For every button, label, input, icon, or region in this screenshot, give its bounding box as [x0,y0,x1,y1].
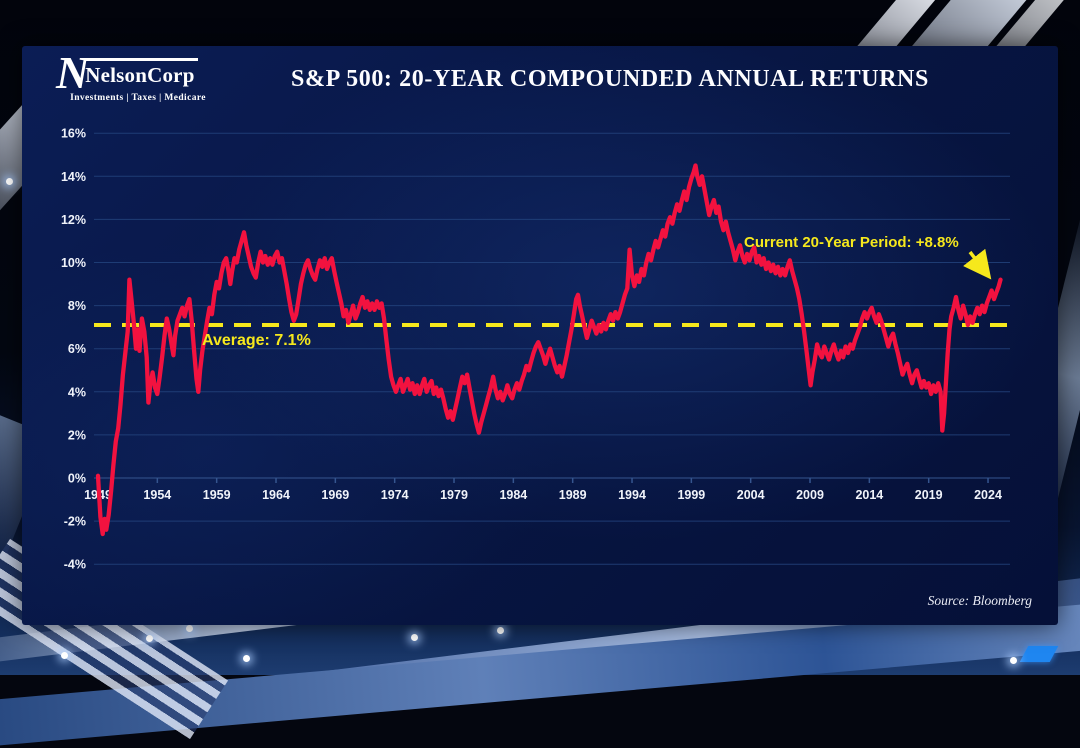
y-axis-label: 12% [61,213,86,227]
background-light-dot [411,634,418,641]
x-axis-label: 2009 [796,488,824,502]
x-axis-label: 1969 [321,488,349,502]
x-axis-label: 2004 [737,488,765,502]
y-axis-label: -4% [64,558,86,572]
y-axis-label: 0% [68,472,86,486]
current-period-annotation: Current 20-Year Period: +8.8% [744,234,959,251]
background-light-dot [146,635,153,642]
x-axis-label: 2024 [974,488,1002,502]
background-light-dot [61,652,68,659]
logo-n-icon: N [56,47,89,98]
y-axis-label: 6% [68,342,86,356]
chart-plot: 16%14%12%10%8%6%4%2%0%-2%-4%1949 1954 1959… [61,127,1010,572]
chart-panel: N NelsonCorp Investments | Taxes | Medic… [22,46,1058,625]
logo-name: NelsonCorp [84,58,198,88]
background-light-dot [6,178,13,185]
y-axis-label: 14% [61,170,86,184]
x-axis-label: 1984 [499,488,527,502]
y-axis-label: 2% [68,428,86,442]
annotation-arrow-icon [963,248,992,280]
series-line [95,163,1003,537]
background-light-dot [186,625,193,632]
source-caption: Source: Bloomberg [927,593,1032,608]
x-axis-label: 2014 [855,488,883,502]
background-light-dot [1010,657,1017,664]
y-axis-label: 16% [61,127,86,141]
x-axis-label: 1979 [440,488,468,502]
background-light-dot [243,655,250,662]
x-axis-label: 1964 [262,488,290,502]
nelsoncorp-logo: N NelsonCorp Investments | Taxes | Medic… [56,47,220,104]
background-light-dot [497,627,504,634]
x-axis-label: 1999 [677,488,705,502]
backdrop-blue-chip [1019,646,1059,662]
x-axis-label: 1989 [559,488,587,502]
x-axis-label: 1954 [143,488,171,502]
y-axis-label: 8% [68,299,86,313]
x-axis-label: 1974 [381,488,409,502]
x-axis-label: 2019 [915,488,943,502]
logo-tagline: Investments | Taxes | Medicare [70,93,206,103]
average-annotation: Average: 7.1% [202,332,311,349]
y-axis-label: -2% [64,515,86,529]
x-axis-label: 1959 [203,488,231,502]
y-axis-label: 10% [61,256,86,270]
x-axis-label: 1994 [618,488,646,502]
y-axis-label: 4% [68,385,86,399]
